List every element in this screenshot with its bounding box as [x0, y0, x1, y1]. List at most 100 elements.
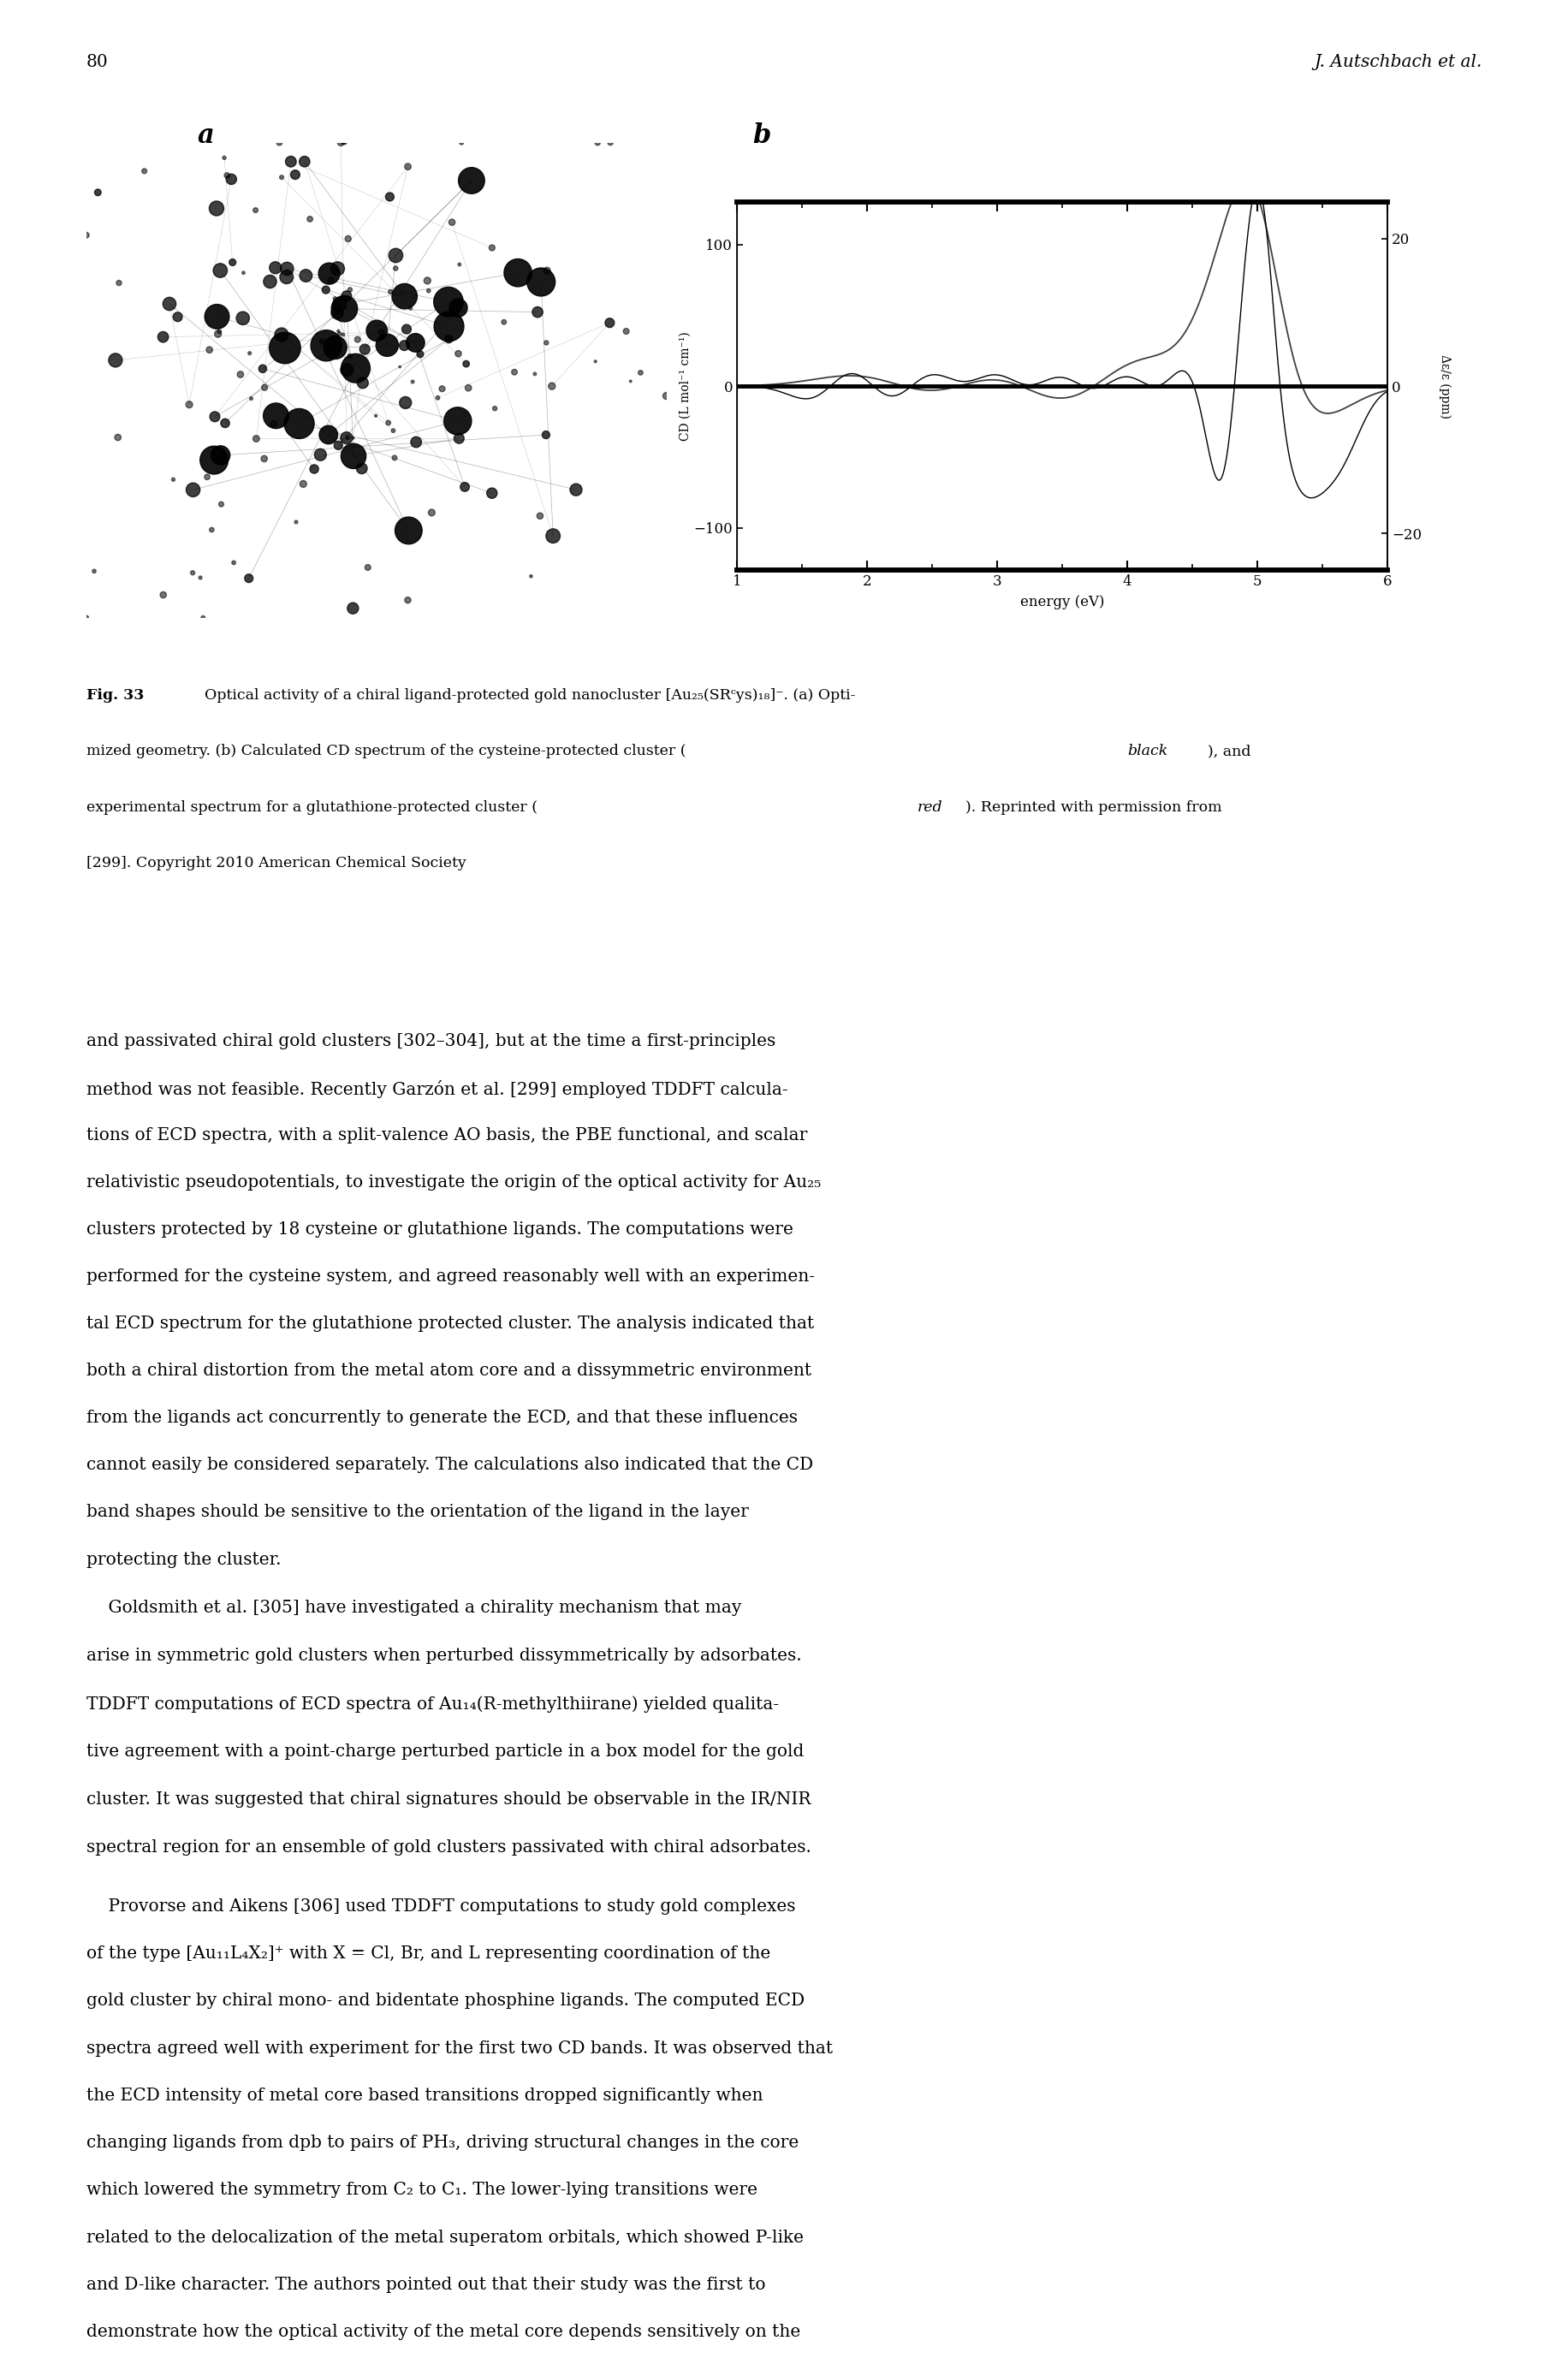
- Point: [282, 157, 307, 195]
- Point: [204, 297, 229, 335]
- Text: red: red: [917, 801, 942, 815]
- Point: [202, 442, 227, 480]
- Text: Provorse and Aikens [306] used TDDFT computations to study gold complexes: Provorse and Aikens [306] used TDDFT com…: [86, 1898, 795, 1915]
- Point: [263, 397, 289, 435]
- Point: [539, 368, 564, 406]
- Text: performed for the cysteine system, and agreed reasonably well with an experimen-: performed for the cysteine system, and a…: [86, 1269, 815, 1285]
- Point: [334, 352, 359, 390]
- Point: [325, 295, 350, 333]
- Point: [107, 264, 132, 302]
- Y-axis label: CD (L mol⁻¹ cm⁻¹): CD (L mol⁻¹ cm⁻¹): [679, 330, 691, 442]
- Point: [301, 449, 326, 487]
- Point: [278, 143, 303, 181]
- Point: [397, 511, 422, 549]
- Point: [220, 242, 245, 280]
- Point: [445, 290, 470, 328]
- Point: [315, 416, 340, 454]
- Point: [287, 404, 312, 442]
- Point: [292, 143, 317, 181]
- Point: [392, 326, 417, 364]
- Point: [519, 558, 544, 596]
- Point: [387, 347, 412, 385]
- Text: cannot easily be considered separately. The calculations also indicated that the: cannot easily be considered separately. …: [86, 1456, 812, 1473]
- Point: [535, 252, 560, 290]
- Point: [284, 504, 309, 542]
- Point: [257, 264, 282, 302]
- Point: [392, 278, 417, 316]
- Point: [205, 316, 230, 354]
- Point: [204, 190, 229, 228]
- Point: [332, 290, 358, 328]
- Point: [270, 159, 295, 197]
- Text: demonstrate how the optical activity of the metal core depends sensitively on th: demonstrate how the optical activity of …: [86, 2324, 800, 2340]
- Point: [398, 290, 423, 328]
- Point: [230, 254, 256, 292]
- Point: [430, 371, 455, 409]
- Point: [505, 254, 530, 292]
- Point: [307, 435, 332, 473]
- Point: [583, 342, 608, 380]
- Text: from the ligands act concurrently to generate the ECD, and that these influences: from the ligands act concurrently to gen…: [86, 1409, 798, 1426]
- Point: [209, 437, 234, 475]
- Text: tive agreement with a point-charge perturbed particle in a box model for the gol: tive agreement with a point-charge pertu…: [86, 1744, 804, 1761]
- Text: 80: 80: [86, 55, 108, 69]
- Point: [525, 292, 550, 330]
- X-axis label: energy (eV): energy (eV): [1021, 594, 1104, 611]
- Point: [227, 356, 252, 394]
- Point: [188, 558, 213, 596]
- Point: [105, 418, 130, 456]
- Point: [336, 219, 361, 257]
- Point: [408, 335, 433, 373]
- Point: [334, 418, 359, 456]
- Point: [541, 518, 566, 556]
- Y-axis label: Δε/ε (ppm): Δε/ε (ppm): [1438, 354, 1450, 418]
- Point: [221, 544, 246, 582]
- Point: [243, 421, 268, 459]
- Point: [323, 328, 348, 366]
- Point: [215, 157, 240, 195]
- Point: [395, 147, 420, 185]
- Point: [480, 475, 505, 513]
- Point: [453, 345, 478, 383]
- Text: and D-like character. The authors pointed out that their study was the first to: and D-like character. The authors pointe…: [86, 2276, 765, 2293]
- Point: [220, 159, 245, 197]
- Point: [597, 304, 622, 342]
- Point: [483, 390, 508, 428]
- Point: [364, 311, 389, 349]
- Point: [618, 361, 643, 399]
- Point: [383, 440, 408, 478]
- Point: [343, 349, 368, 387]
- Point: [328, 316, 353, 354]
- Point: [328, 124, 353, 162]
- Point: [290, 466, 315, 504]
- Point: [394, 311, 419, 349]
- Point: [416, 271, 441, 309]
- Point: [491, 304, 516, 342]
- Text: J. Autschbach et al.: J. Autschbach et al.: [1314, 55, 1482, 69]
- Point: [356, 549, 381, 587]
- Text: method was not feasible. Recently Garzón et al. [299] employed TDDFT calcula-: method was not feasible. Recently Garzón…: [86, 1081, 787, 1098]
- Point: [334, 278, 359, 316]
- Text: both a chiral distortion from the metal atom core and a dissymmetric environment: both a chiral distortion from the metal …: [86, 1364, 811, 1378]
- Text: changing ligands from dpb to pairs of PH₃, driving structural changes in the cor: changing ligands from dpb to pairs of PH…: [86, 2134, 798, 2150]
- Text: relativistic pseudopotentials, to investigate the origin of the optical activity: relativistic pseudopotentials, to invest…: [86, 1174, 820, 1190]
- Point: [400, 364, 425, 402]
- Point: [328, 285, 353, 323]
- Point: [378, 273, 403, 311]
- Point: [394, 383, 419, 421]
- Text: black: black: [1127, 744, 1168, 758]
- Point: [383, 238, 408, 276]
- Point: [74, 599, 99, 637]
- Point: [309, 323, 334, 361]
- Point: [613, 311, 638, 349]
- Point: [157, 285, 182, 323]
- Point: [207, 314, 232, 352]
- Point: [597, 124, 622, 162]
- Text: gold cluster by chiral mono- and bidentate phosphine ligands. The computed ECD: gold cluster by chiral mono- and bidenta…: [86, 1993, 804, 2010]
- Point: [190, 599, 215, 637]
- Point: [323, 280, 348, 318]
- Point: [177, 385, 202, 423]
- Point: [502, 354, 527, 392]
- Point: [533, 416, 558, 454]
- Point: [375, 326, 400, 364]
